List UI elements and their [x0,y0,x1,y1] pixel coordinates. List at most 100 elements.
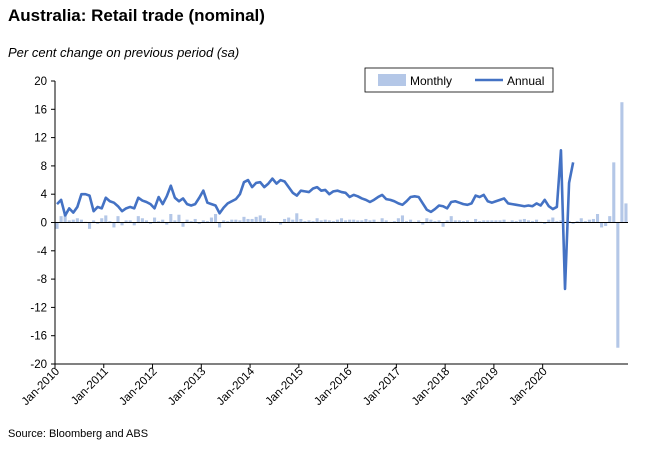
monthly-bar [169,214,173,223]
monthly-bar [230,219,234,223]
monthly-bar [242,216,246,223]
monthly-bar [384,220,388,223]
monthly-bar [575,221,579,223]
monthly-bar [161,219,165,223]
monthly-bar [234,219,238,223]
monthly-bar [254,216,258,223]
monthly-bar [238,220,242,223]
monthly-bar [494,220,498,223]
monthly-bar [478,221,482,223]
monthly-bar [608,216,612,223]
monthly-bar [287,217,291,223]
monthly-bar [307,220,311,223]
monthly-bar [262,218,266,223]
y-tick-label: -20 [30,359,47,371]
monthly-bar [59,216,63,223]
monthly-bar [441,222,445,227]
y-tick-label: -16 [30,331,47,343]
monthly-bar [583,221,587,223]
monthly-bar [185,219,189,223]
x-tick-label: Jan-2015 [264,366,306,408]
monthly-bar [344,220,348,223]
monthly-bar [67,220,71,223]
monthly-bar [339,218,344,223]
chart-title: Australia: Retail trade (nominal) [8,6,265,25]
monthly-bar [197,222,201,224]
monthly-bar [372,219,376,223]
monthly-bar [425,218,429,223]
monthly-bar [222,220,226,223]
monthly-bar [177,214,181,223]
monthly-bar [96,222,100,224]
monthly-bar [75,218,79,223]
monthly-bar [620,102,624,223]
x-axis-ticks: Jan-2010 Jan-2011 Jan-2012 Jan-2013 Jan-2014… [20,364,550,408]
monthly-bar [226,221,230,223]
monthly-bar [551,217,555,223]
monthly-bar [153,217,157,223]
monthly-bar [108,221,112,223]
monthly-bar [400,215,404,223]
x-tick-label: Jan-2016 [312,366,354,408]
monthly-bar [173,220,177,223]
monthly-bar [79,219,83,223]
monthly-bar [404,221,409,223]
y-axis-ticks: 20 16 12 8 4 0 -4 -8 -12 -16 -20 [30,76,55,371]
x-tick-label: Jan-2014 [215,365,258,408]
monthly-bar [522,218,526,223]
x-tick-label: Jan-2011 [69,366,111,408]
x-tick-label: Jan-2010 [20,366,62,408]
y-tick-label: 16 [34,104,47,116]
x-tick-label: Jan-2018 [410,366,452,408]
monthly-bar [559,220,563,223]
monthly-bar [547,219,551,223]
source-note: Source: Bloomberg and ABS [8,428,149,440]
monthly-bar [112,222,116,228]
monthly-bar [144,220,148,223]
monthly-bar [409,219,413,223]
monthly-bar [571,222,575,224]
monthly-bar [352,219,356,223]
monthly-bar [148,222,153,224]
monthly-bar [319,220,323,223]
monthly-bar [535,219,539,223]
monthly-bar [213,214,218,223]
monthly-bar [258,215,262,223]
monthly-bar [461,221,465,223]
monthly-bar [348,219,352,223]
monthly-bar [591,218,595,223]
monthly-bar [498,220,502,223]
monthly-bar [482,220,486,223]
monthly-bar [490,220,494,223]
monthly-bar [291,219,295,223]
monthly-bar [445,220,449,223]
x-tick-label: Jan-2013 [166,366,208,408]
monthly-bar [55,222,59,229]
monthly-bar [128,220,132,223]
monthly-bar [189,221,193,223]
monthly-bar [543,222,547,224]
monthly-bar [396,218,400,223]
y-tick-label: -4 [37,246,48,258]
monthly-bar [421,222,425,225]
x-tick-label: Jan-2019 [459,366,501,408]
monthly-bar [299,218,303,223]
monthly-bar [132,222,136,226]
chart-subtitle: Per cent change on previous period (sa) [8,45,240,60]
monthly-bar [457,220,461,223]
monthly-bar [331,221,335,223]
monthly-bar [433,221,437,223]
y-tick-label: -12 [30,302,47,314]
monthly-bar [526,220,530,223]
monthly-bar [604,222,608,227]
monthly-bar [157,221,161,223]
monthly-bar [250,218,254,223]
monthly-bar [279,222,283,225]
monthly-bar [453,220,457,223]
monthly-bar [124,220,128,223]
monthly-bar [486,220,490,223]
monthly-bar [209,217,213,223]
monthly-bar [555,221,559,223]
monthly-bar [311,221,315,223]
monthly-bar [360,220,364,223]
